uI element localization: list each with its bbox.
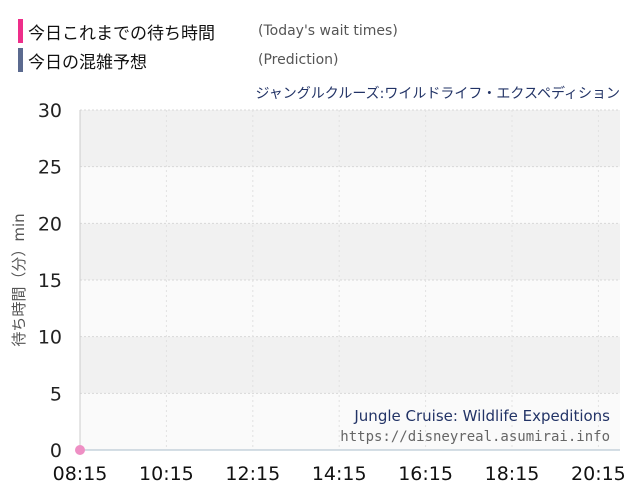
legend-prediction: 今日の混雑予想 (Prediction): [18, 47, 338, 73]
legend-prediction-sub: (Prediction): [258, 52, 339, 68]
x-tick-label: 14:15: [312, 463, 367, 485]
wait-points: [75, 445, 85, 455]
legend-wait-label: 今日これまでの待ち時間: [28, 23, 215, 44]
y-tick-label: 25: [38, 157, 62, 179]
chart-subtitle: ジャングルクルーズ:ワイルドライフ・エクスペディション: [255, 85, 620, 102]
x-tick-label: 16:15: [398, 463, 453, 485]
legend-prediction-label: 今日の混雑予想: [28, 52, 147, 73]
x-tick-label: 18:15: [485, 463, 540, 485]
legend-prediction-swatch: [18, 48, 23, 72]
plot-band: [80, 223, 620, 280]
plot-band: [80, 336, 620, 394]
y-ticks: 0 5 10 15 20 25 30: [38, 100, 62, 462]
x-tick-label: 12:15: [225, 463, 280, 485]
y-tick-label: 5: [50, 383, 62, 405]
plot-bands: [80, 110, 620, 450]
y-axis-label: 待ち時間（分）min: [10, 213, 28, 346]
plot-band: [80, 166, 620, 224]
legend-wait-sub: (Today's wait times): [258, 23, 398, 39]
wait-point: [75, 445, 85, 455]
plot-band: [80, 280, 620, 337]
y-tick-label: 0: [50, 440, 62, 462]
y-tick-label: 15: [38, 270, 62, 292]
legend-wait: 今日これまでの待ち時間 (Today's wait times): [18, 18, 398, 44]
y-tick-label: 30: [38, 100, 62, 122]
plot-band: [80, 110, 620, 167]
x-tick-label: 10:15: [139, 463, 194, 485]
watermark-url: https://disneyreal.asumirai.info: [340, 429, 610, 445]
x-tick-label: 08:15: [53, 463, 108, 485]
y-tick-label: 10: [38, 327, 62, 349]
x-tick-label: 20:15: [571, 463, 626, 485]
legend-wait-swatch: [18, 19, 23, 43]
watermark-title: Jungle Cruise: Wildlife Expeditions: [353, 407, 610, 425]
plot-band: [80, 393, 620, 450]
x-ticks: 08:15 10:15 12:15 14:15 16:15 18:15 20:15: [53, 463, 626, 485]
y-tick-label: 20: [38, 213, 62, 235]
